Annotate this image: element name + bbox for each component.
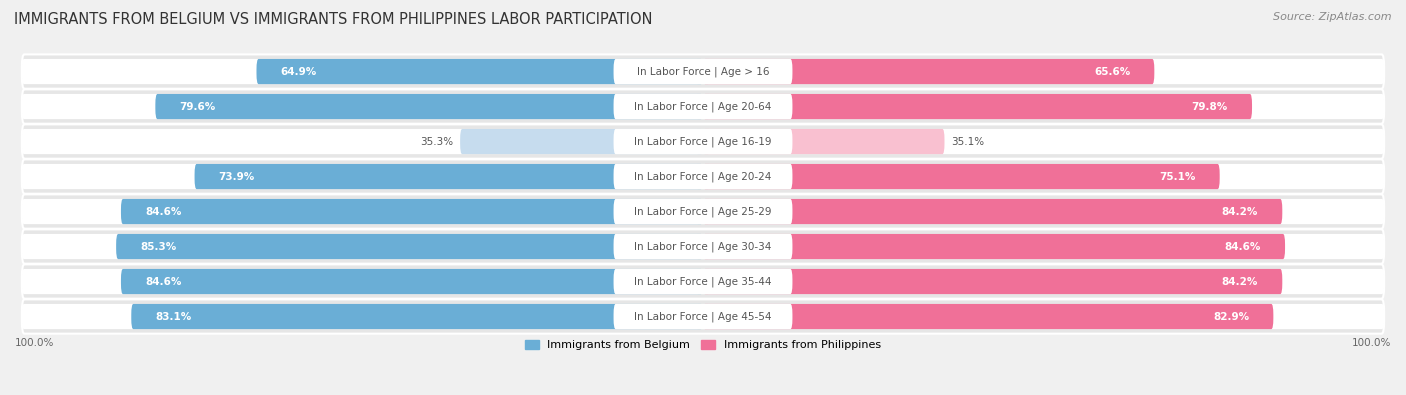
FancyBboxPatch shape (703, 129, 945, 154)
Text: In Labor Force | Age 45-54: In Labor Force | Age 45-54 (634, 311, 772, 322)
Text: 100.0%: 100.0% (15, 337, 55, 348)
FancyBboxPatch shape (703, 304, 1274, 329)
FancyBboxPatch shape (703, 164, 1219, 189)
FancyBboxPatch shape (703, 199, 1282, 224)
Text: Source: ZipAtlas.com: Source: ZipAtlas.com (1274, 12, 1392, 22)
FancyBboxPatch shape (706, 94, 1384, 119)
FancyBboxPatch shape (22, 199, 700, 224)
Text: 79.8%: 79.8% (1192, 102, 1227, 111)
Text: 82.9%: 82.9% (1213, 312, 1250, 322)
FancyBboxPatch shape (460, 129, 703, 154)
FancyBboxPatch shape (613, 269, 793, 294)
Text: In Labor Force | Age 20-24: In Labor Force | Age 20-24 (634, 171, 772, 182)
FancyBboxPatch shape (22, 164, 700, 189)
Text: 84.6%: 84.6% (1225, 241, 1261, 252)
FancyBboxPatch shape (22, 160, 1384, 194)
Text: 85.3%: 85.3% (141, 241, 177, 252)
FancyBboxPatch shape (121, 199, 703, 224)
FancyBboxPatch shape (613, 304, 793, 329)
FancyBboxPatch shape (703, 234, 1285, 259)
Text: 84.6%: 84.6% (145, 276, 181, 286)
FancyBboxPatch shape (22, 304, 700, 329)
Text: 35.1%: 35.1% (952, 137, 984, 147)
Text: 73.9%: 73.9% (219, 171, 254, 182)
FancyBboxPatch shape (22, 129, 700, 154)
FancyBboxPatch shape (706, 269, 1384, 294)
FancyBboxPatch shape (22, 269, 700, 294)
FancyBboxPatch shape (703, 59, 1154, 84)
FancyBboxPatch shape (22, 124, 1384, 159)
Text: 65.6%: 65.6% (1094, 66, 1130, 77)
FancyBboxPatch shape (706, 129, 1384, 154)
FancyBboxPatch shape (703, 269, 1282, 294)
Text: 35.3%: 35.3% (420, 137, 453, 147)
FancyBboxPatch shape (613, 94, 793, 119)
Text: IMMIGRANTS FROM BELGIUM VS IMMIGRANTS FROM PHILIPPINES LABOR PARTICIPATION: IMMIGRANTS FROM BELGIUM VS IMMIGRANTS FR… (14, 12, 652, 27)
FancyBboxPatch shape (22, 89, 1384, 124)
FancyBboxPatch shape (706, 164, 1384, 189)
Text: In Labor Force | Age 35-44: In Labor Force | Age 35-44 (634, 276, 772, 287)
FancyBboxPatch shape (22, 59, 700, 84)
FancyBboxPatch shape (613, 129, 793, 154)
Text: 75.1%: 75.1% (1159, 171, 1195, 182)
FancyBboxPatch shape (121, 269, 703, 294)
FancyBboxPatch shape (22, 229, 1384, 264)
FancyBboxPatch shape (613, 234, 793, 259)
FancyBboxPatch shape (22, 299, 1384, 334)
FancyBboxPatch shape (194, 164, 703, 189)
FancyBboxPatch shape (613, 199, 793, 224)
Text: In Labor Force | Age 16-19: In Labor Force | Age 16-19 (634, 136, 772, 147)
FancyBboxPatch shape (131, 304, 703, 329)
FancyBboxPatch shape (22, 94, 700, 119)
FancyBboxPatch shape (703, 94, 1251, 119)
FancyBboxPatch shape (117, 234, 703, 259)
Legend: Immigrants from Belgium, Immigrants from Philippines: Immigrants from Belgium, Immigrants from… (520, 336, 886, 355)
Text: In Labor Force | Age 30-34: In Labor Force | Age 30-34 (634, 241, 772, 252)
FancyBboxPatch shape (706, 59, 1384, 84)
FancyBboxPatch shape (706, 234, 1384, 259)
Text: In Labor Force | Age > 16: In Labor Force | Age > 16 (637, 66, 769, 77)
FancyBboxPatch shape (706, 199, 1384, 224)
Text: 84.6%: 84.6% (145, 207, 181, 216)
FancyBboxPatch shape (22, 194, 1384, 229)
Text: In Labor Force | Age 20-64: In Labor Force | Age 20-64 (634, 101, 772, 112)
Text: 84.2%: 84.2% (1222, 207, 1258, 216)
FancyBboxPatch shape (706, 304, 1384, 329)
Text: In Labor Force | Age 25-29: In Labor Force | Age 25-29 (634, 206, 772, 217)
Text: 100.0%: 100.0% (1351, 337, 1391, 348)
Text: 83.1%: 83.1% (155, 312, 191, 322)
Text: 79.6%: 79.6% (180, 102, 215, 111)
FancyBboxPatch shape (22, 55, 1384, 89)
FancyBboxPatch shape (613, 164, 793, 189)
FancyBboxPatch shape (256, 59, 703, 84)
FancyBboxPatch shape (155, 94, 703, 119)
Text: 64.9%: 64.9% (281, 66, 316, 77)
Text: 84.2%: 84.2% (1222, 276, 1258, 286)
FancyBboxPatch shape (22, 234, 700, 259)
FancyBboxPatch shape (22, 264, 1384, 299)
FancyBboxPatch shape (613, 59, 793, 84)
